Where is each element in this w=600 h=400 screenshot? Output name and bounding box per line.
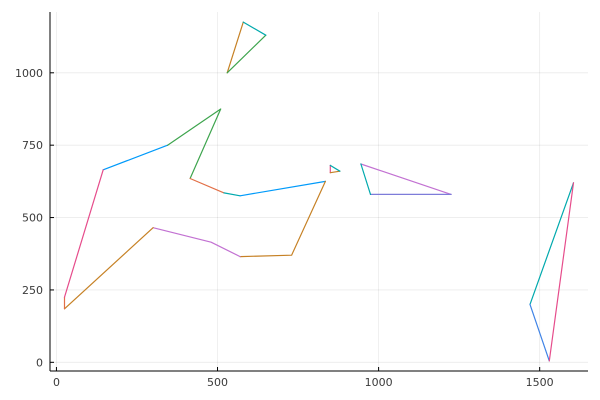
tick-labels: 0 500 1000 1500 0 250 500 750 1000 <box>15 67 554 389</box>
series-segment-15 <box>360 163 372 195</box>
chart-series <box>63 21 575 362</box>
series-segment-7 <box>63 227 154 310</box>
y-tick-label-2: 500 <box>22 212 43 225</box>
series-segment-2 <box>189 177 225 194</box>
y-tick-label-4: 1000 <box>15 67 43 80</box>
x-tick-label-1: 500 <box>207 376 228 389</box>
series-segment-0 <box>102 144 169 171</box>
series-segment-20 <box>529 303 550 362</box>
series-segment-9 <box>63 169 104 298</box>
series-segment-18 <box>329 164 341 172</box>
series-segment-13 <box>360 163 452 195</box>
series-segment-10 <box>226 21 244 74</box>
series-segment-17 <box>329 170 341 174</box>
x-tick-label-0: 0 <box>53 376 60 389</box>
y-tick-label-1: 250 <box>22 284 43 297</box>
series-segment-21 <box>548 182 575 362</box>
grid <box>50 12 588 371</box>
x-tick-label-2: 1000 <box>365 376 393 389</box>
y-tick-label-3: 750 <box>22 139 43 152</box>
y-tick-label-0: 0 <box>36 356 43 369</box>
x-tick-label-3: 1500 <box>526 376 554 389</box>
series-segment-12 <box>242 21 267 36</box>
series-segment-1 <box>167 108 222 180</box>
series-segment-3 <box>223 192 241 197</box>
series-segment-11 <box>226 34 267 74</box>
series-segment-19 <box>529 182 575 305</box>
axes <box>49 12 588 372</box>
series-segment-4 <box>239 180 326 197</box>
series-segment-6 <box>152 227 241 258</box>
series-segment-5 <box>239 180 326 258</box>
